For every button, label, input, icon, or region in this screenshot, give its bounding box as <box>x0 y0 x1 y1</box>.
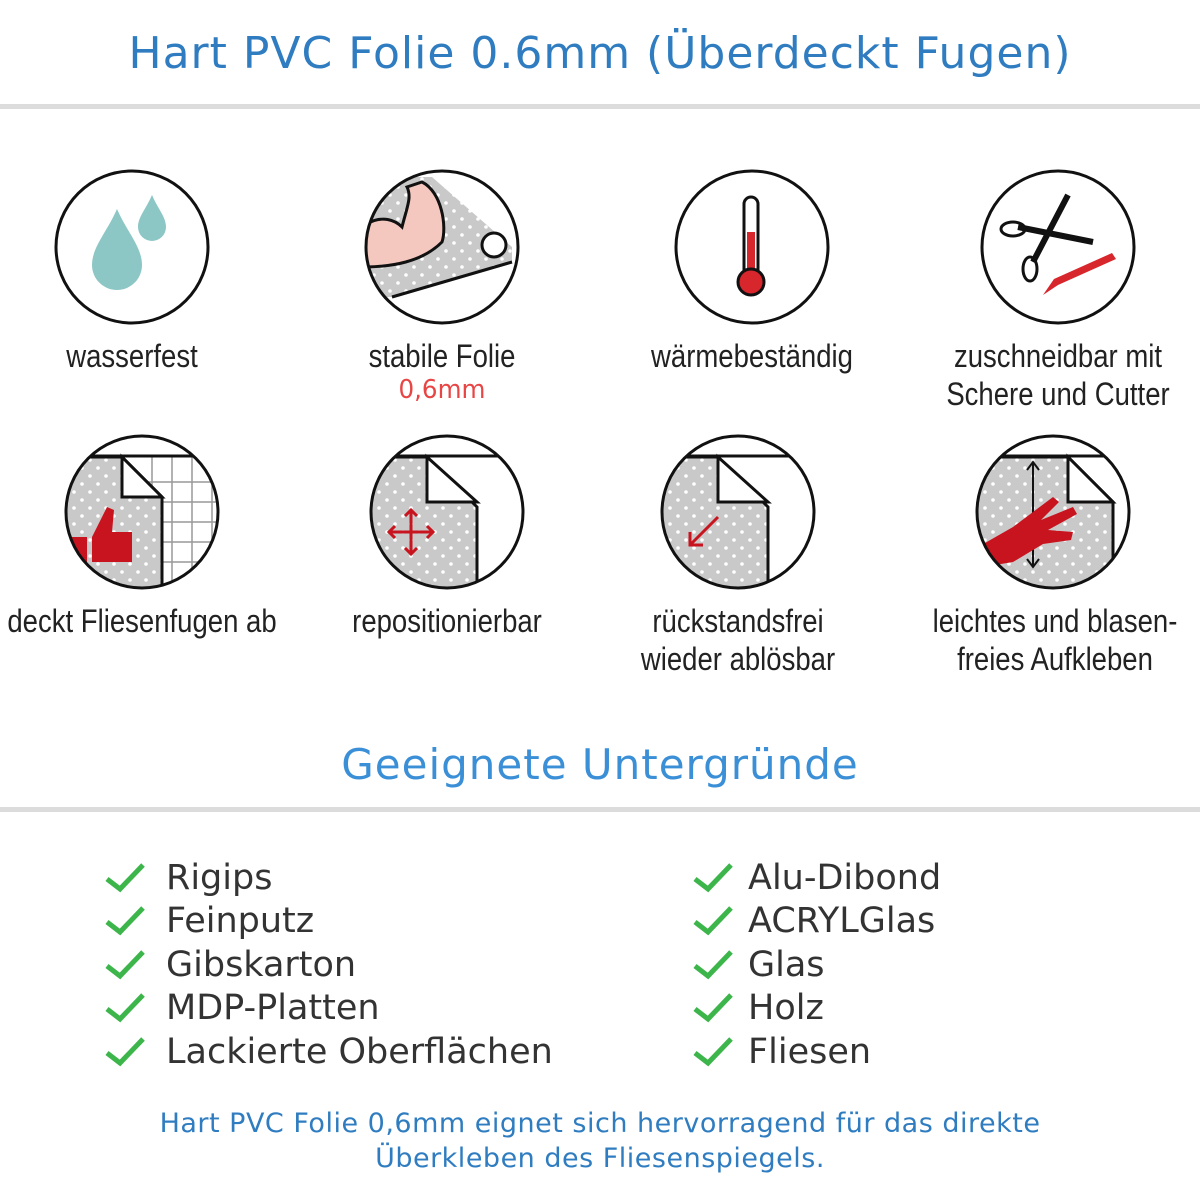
list-item: Holz <box>692 987 941 1031</box>
strong-arm-icon <box>364 169 520 325</box>
check-icon <box>105 863 145 893</box>
check-icon <box>105 906 145 936</box>
check-icon <box>105 950 145 980</box>
list-item: Glas <box>692 943 941 987</box>
check-icon <box>693 1037 733 1067</box>
feature-label-residue-free: rückstandsfrei wieder ablösbar <box>640 603 836 677</box>
thickness-highlight: 0,6mm <box>398 375 486 405</box>
surfaces-title: Geeignete Untergründe <box>341 740 859 789</box>
feature-label-repositionable: repositionierbar <box>352 603 542 639</box>
list-item: Gibskarton <box>104 943 553 987</box>
thermometer-icon <box>674 169 830 325</box>
list-item: Fliesen <box>692 1030 941 1074</box>
check-icon <box>693 993 733 1023</box>
list-item: Lackierte Oberflächen <box>104 1030 553 1074</box>
peel-arrow-icon <box>660 434 816 590</box>
divider <box>0 104 1200 109</box>
surfaces-list-left: Rigips Feinputz Gibskarton MDP-Platten L… <box>104 856 553 1074</box>
list-item: Alu-Dibond <box>692 856 941 900</box>
feature-label-waterproof: wasserfest <box>66 338 198 374</box>
check-icon <box>105 993 145 1023</box>
footer-note: Hart PVC Folie 0,6mm eignet sich hervorr… <box>159 1108 1041 1174</box>
feature-label-stable: stabile Folie 0,6mm <box>313 337 571 405</box>
feature-label-covers-joints: deckt Fliesenfugen ab <box>7 603 277 639</box>
feature-label-bubble-free: leichtes und blasen-freies Aufkleben <box>932 603 1178 677</box>
list-item: Feinputz <box>104 900 553 944</box>
list-item: Rigips <box>104 856 553 900</box>
thumbs-up-tile-icon <box>64 434 220 590</box>
scissors-cutter-icon <box>980 169 1136 325</box>
check-icon <box>105 1037 145 1067</box>
list-item: ACRYLGlas <box>692 900 941 944</box>
check-icon <box>693 906 733 936</box>
page-title: Hart PVC Folie 0.6mm (Überdeckt Fugen) <box>128 28 1072 79</box>
feature-label-heat: wärmebeständig <box>651 338 853 374</box>
check-icon <box>693 950 733 980</box>
check-icon <box>693 863 733 893</box>
divider <box>0 807 1200 812</box>
surfaces-list-right: Alu-Dibond ACRYLGlas Glas Holz Fliesen <box>692 856 941 1074</box>
hand-smooth-icon <box>975 434 1131 590</box>
water-drops-icon <box>54 169 210 325</box>
list-item: MDP-Platten <box>104 987 553 1031</box>
feature-label-cut: zuschneidbar mit Schere und Cutter <box>946 338 1170 412</box>
move-arrows-icon <box>369 434 525 590</box>
